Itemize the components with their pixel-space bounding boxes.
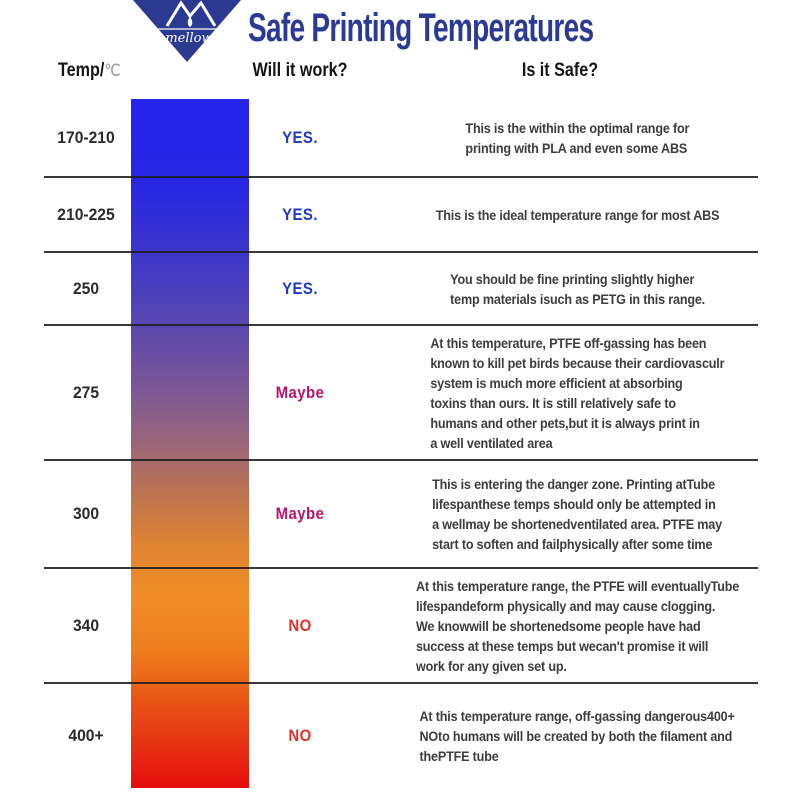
logo-triangle-icon xyxy=(133,0,241,62)
logo-drop-icon xyxy=(187,16,193,27)
safety-description-cell: At this temperature, PTFE off-gassing ha… xyxy=(385,325,770,460)
will-it-work-value: YES. xyxy=(282,204,318,224)
temp-value: 400+ xyxy=(68,725,104,745)
row-divider xyxy=(44,251,758,253)
safety-description: At this temperature range, off-gassing d… xyxy=(419,707,736,764)
safety-description-cell: This is entering the danger zone. Printi… xyxy=(385,460,770,568)
row-divider xyxy=(44,324,758,326)
safety-description: This is the within the optimal range for… xyxy=(465,120,690,156)
safety-description-cell: This is the within the optimal range for… xyxy=(385,99,770,177)
temp-value: 340 xyxy=(72,615,100,635)
safety-description-cell: At this temperature range, the PTFE will… xyxy=(385,568,770,683)
safety-description: This is the ideal temperature range for … xyxy=(435,206,720,223)
logo-brand-text: mellow xyxy=(165,31,212,46)
safety-description-cell: You should be fine printing slightly hig… xyxy=(385,252,770,325)
mellow-logo: mellow xyxy=(133,0,241,62)
will-it-work-value: NO xyxy=(288,615,312,635)
column-header-will-it-work: Will it work? xyxy=(252,60,348,81)
column-header-temp-label: Temp/ xyxy=(58,60,105,81)
safety-description-cell: This is the ideal temperature range for … xyxy=(385,177,770,252)
safety-description: You should be fine printing slightly hig… xyxy=(450,270,705,307)
column-header-temp: Temp/℃ xyxy=(58,60,121,82)
will-it-work-value: YES. xyxy=(282,278,318,298)
will-it-work-value: YES. xyxy=(282,128,318,147)
safety-description-cell: At this temperature range, off-gassing d… xyxy=(385,683,770,788)
will-it-work-value: NO xyxy=(288,725,312,745)
celsius-unit: ℃ xyxy=(104,61,121,80)
temp-value: 210-225 xyxy=(57,204,115,224)
temp-value: 250 xyxy=(72,278,100,298)
temp-value: 300 xyxy=(72,504,100,523)
safety-description: At this temperature range, the PTFE will… xyxy=(415,577,740,674)
row-divider xyxy=(44,567,758,569)
temp-value: 275 xyxy=(72,382,100,402)
safety-description: This is entering the danger zone. Printi… xyxy=(432,476,723,552)
row-divider xyxy=(44,176,758,178)
row-divider xyxy=(44,459,758,461)
safety-description: At this temperature, PTFE off-gassing ha… xyxy=(430,334,725,451)
row-divider xyxy=(44,682,758,684)
temperature-gradient-bar xyxy=(131,99,249,788)
page-title: Safe Printing Temperatures xyxy=(248,6,594,50)
will-it-work-value: Maybe xyxy=(275,504,325,523)
temp-value: 170-210 xyxy=(57,128,115,147)
will-it-work-value: Maybe xyxy=(275,382,325,402)
column-header-is-it-safe: Is it Safe? xyxy=(521,60,599,81)
